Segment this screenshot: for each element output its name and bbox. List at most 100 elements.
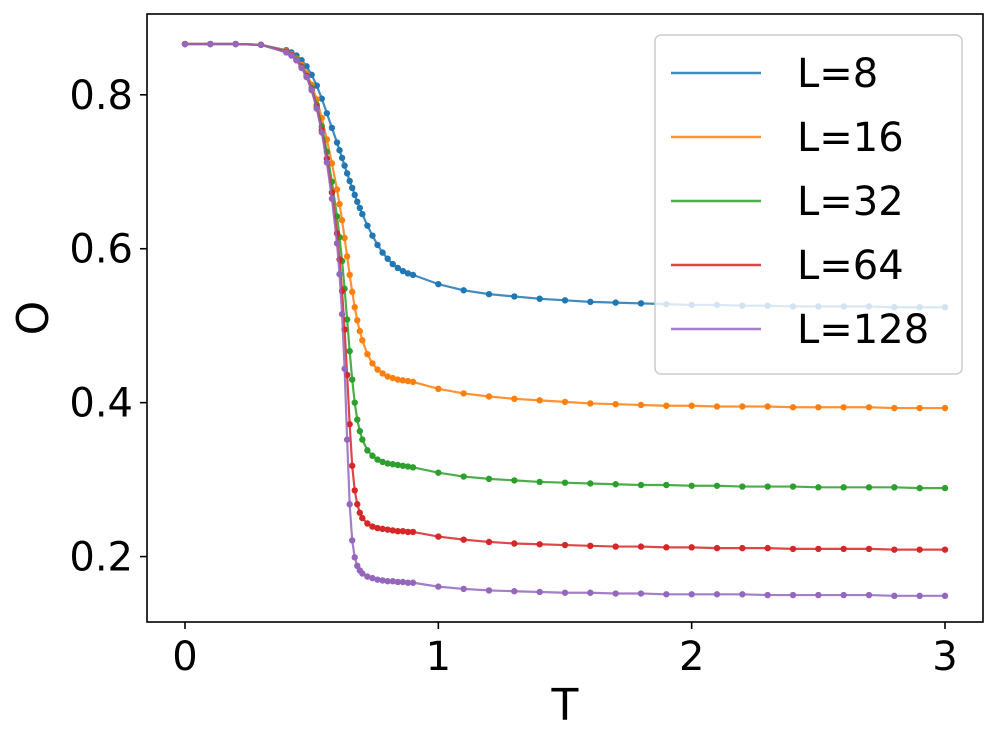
data-point [815,484,822,491]
data-point [374,241,381,249]
data-point [916,592,923,600]
data-point [561,589,569,596]
data-point [637,543,645,550]
data-point [587,589,594,596]
legend: L=8 L=16 L=32 L=64 L=128 [654,34,963,375]
data-point [346,501,353,508]
data-point [612,590,619,597]
data-point [389,260,396,268]
data-point [435,280,442,288]
plot-frame [146,13,984,623]
data-point [389,374,396,382]
data-point [354,317,361,324]
data-point [369,574,376,582]
data-point [587,542,594,550]
data-point [663,481,670,489]
data-point [404,270,412,277]
data-point [789,483,797,490]
data-point [840,545,847,553]
data-point [409,464,417,471]
data-point [460,473,467,480]
data-point [941,546,949,553]
data-point [336,270,343,278]
data-point [713,591,721,598]
data-point [346,347,353,355]
data-point [356,509,363,516]
data-point [485,538,493,546]
data-point [359,570,366,577]
data-point [333,186,341,193]
data-point [637,401,645,409]
data-point [379,370,386,377]
data-point [941,484,949,492]
data-point [764,483,771,490]
data-point [303,63,310,70]
data-point [713,482,721,489]
data-point [349,537,356,544]
data-point [865,404,873,411]
data-point [663,591,670,598]
data-point [346,271,353,279]
data-point [561,541,569,549]
data-point [364,520,371,527]
data-point [394,264,401,272]
data-point [511,293,518,300]
data-point [333,240,341,247]
data-point [351,399,358,406]
data-point [232,40,239,48]
data-point [364,573,371,580]
data-point [384,460,391,467]
data-point [384,373,391,380]
data-point [587,480,594,487]
data-point [359,337,366,344]
data-point [351,487,358,494]
data-point [336,200,343,208]
data-point [346,421,353,428]
data-point [384,526,391,533]
y-tick-label: 0.2 [69,535,133,581]
data-point [891,592,898,600]
data-point [485,587,493,594]
data-point [384,255,391,262]
data-point [394,527,401,535]
data-point [303,73,310,81]
data-point [460,390,467,397]
data-point [764,403,771,410]
data-point [511,588,518,595]
data-point [257,41,265,48]
data-point [840,591,847,599]
data-point [394,461,401,469]
data-point [354,501,361,508]
data-point [399,267,407,275]
data-point [364,447,371,454]
data-point [343,316,351,323]
data-point [181,40,189,48]
data-point [409,528,417,536]
data-point [663,544,670,551]
data-point [313,105,320,112]
data-point [323,110,331,117]
data-point [637,590,645,597]
y-tick-label: 0.6 [69,227,133,273]
data-point [409,378,417,386]
series-4 [181,40,949,600]
data-point [511,477,518,484]
data-point [840,484,847,491]
data-point [379,249,386,256]
data-point [941,592,949,600]
data-point [374,366,381,373]
data-point [435,385,442,393]
legend-label: L=16 [797,115,904,161]
y-tick-label: 0.4 [69,381,133,427]
data-point [346,177,353,185]
data-point [561,479,569,486]
data-point [389,461,396,468]
data-point [891,546,898,553]
data-point [612,481,619,488]
data-point [379,577,386,584]
data-point [356,204,363,212]
data-point [349,376,356,383]
data-point [536,295,543,302]
data-point [207,40,214,48]
